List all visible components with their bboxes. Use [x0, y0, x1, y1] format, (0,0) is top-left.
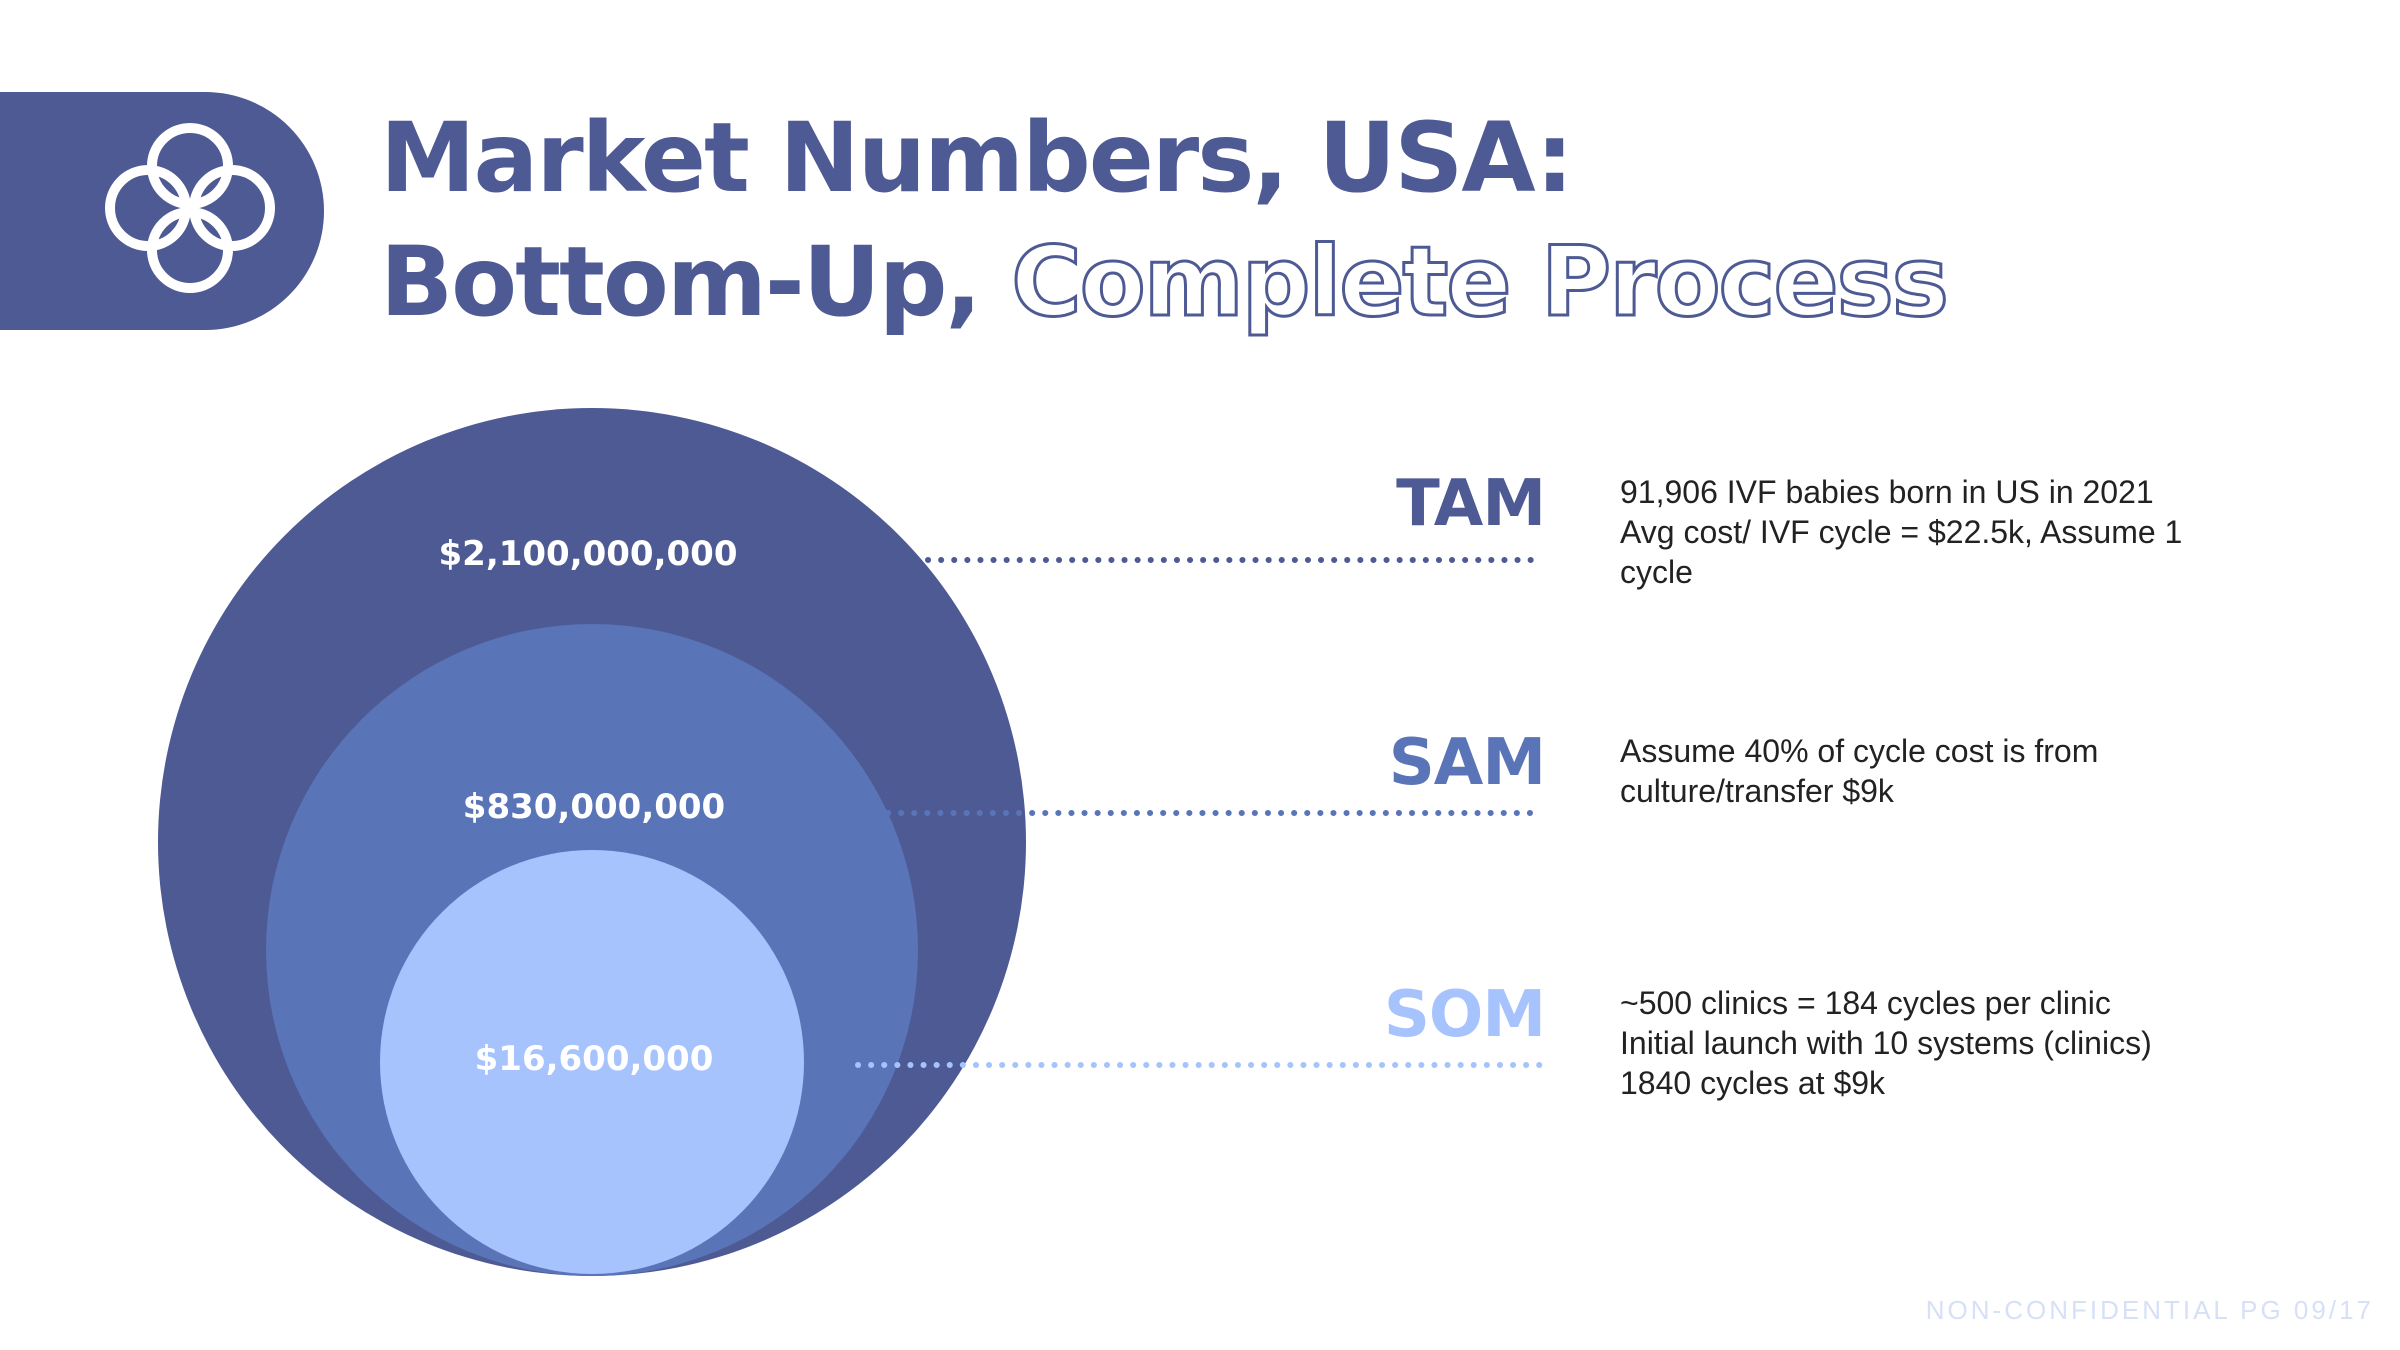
title-line-2: Bottom-Up, Complete Process	[380, 220, 1951, 344]
som-circle	[380, 850, 804, 1274]
tam-desc-line: Avg cost/ IVF cycle = $22.5k, Assume 1	[1620, 514, 2183, 550]
title-line-2-solid: Bottom-Up,	[380, 226, 982, 338]
sam-desc-line: culture/transfer $9k	[1620, 773, 1894, 809]
tam-desc-line: 91,906 IVF babies born in US in 2021	[1620, 474, 2154, 510]
title-line-1: Market Numbers, USA:	[380, 102, 1574, 214]
tam-desc-line: cycle	[1620, 554, 1693, 590]
sam-description: Assume 40% of cycle cost is from culture…	[1620, 731, 2320, 811]
four-ring-knot-icon	[105, 123, 275, 293]
logo-tab	[0, 92, 324, 330]
som-label: SOM	[1383, 978, 1546, 1052]
sam-value: $830,000,000	[463, 787, 725, 827]
tam-description: 91,906 IVF babies born in US in 2021 Avg…	[1620, 472, 2320, 592]
som-description: ~500 clinics = 184 cycles per clinic Ini…	[1620, 983, 2320, 1103]
tam-value: $2,100,000,000	[439, 534, 738, 574]
page-footer: NON-CONFIDENTIAL PG 09/17	[1925, 1295, 2374, 1325]
tam-label: TAM	[1396, 467, 1546, 541]
som-desc-line: ~500 clinics = 184 cycles per clinic	[1620, 985, 2111, 1021]
som-value: $16,600,000	[475, 1039, 714, 1079]
page-title: Market Numbers, USA: Bottom-Up, Complete…	[380, 96, 1951, 344]
sam-label: SAM	[1388, 726, 1546, 800]
som-desc-line: Initial launch with 10 systems (clinics)	[1620, 1025, 2152, 1061]
title-line-2-outline: Complete Process	[1010, 225, 1951, 340]
sam-desc-line: Assume 40% of cycle cost is from	[1620, 733, 2099, 769]
som-desc-line: 1840 cycles at $9k	[1620, 1065, 1886, 1101]
